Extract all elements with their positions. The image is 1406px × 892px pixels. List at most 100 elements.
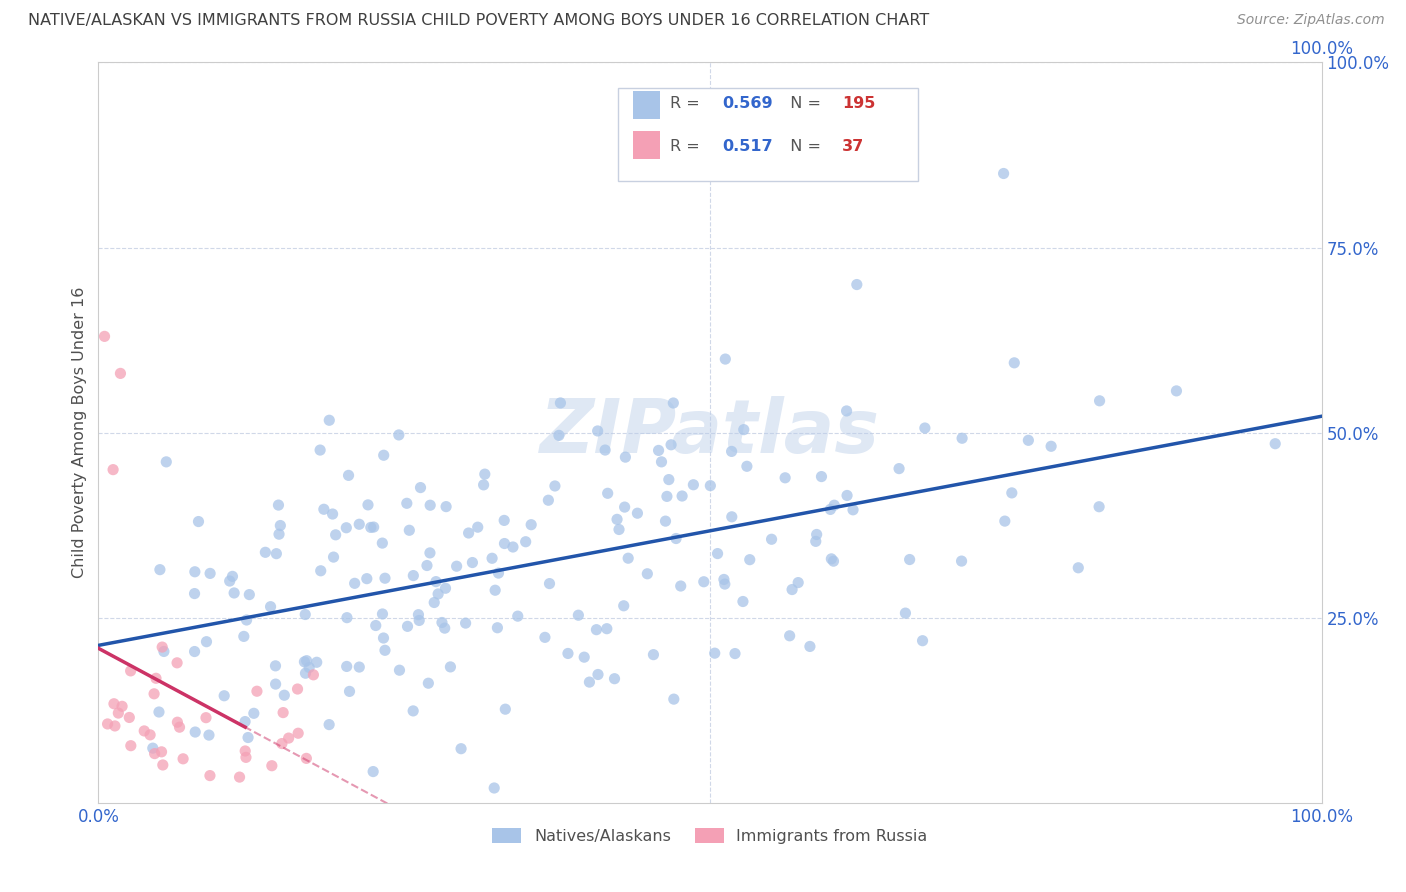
Point	[233, 744, 256, 758]
Point	[183, 644, 205, 658]
Point	[720, 444, 742, 458]
Point	[343, 576, 366, 591]
Point	[810, 469, 832, 483]
Point	[155, 455, 177, 469]
Point	[820, 552, 842, 566]
Point	[474, 467, 496, 482]
Point	[693, 574, 716, 589]
Point	[266, 547, 288, 561]
Point	[486, 621, 509, 635]
Point	[235, 750, 257, 764]
Point	[596, 486, 619, 500]
Point	[779, 629, 801, 643]
Point	[419, 546, 441, 560]
Point	[714, 352, 737, 367]
Point	[446, 559, 468, 574]
Point	[398, 523, 420, 537]
Point	[537, 493, 560, 508]
Point	[567, 608, 589, 623]
Point	[534, 631, 557, 645]
Point	[309, 443, 332, 458]
Bar	[633, 131, 659, 160]
Point	[120, 739, 142, 753]
Point	[950, 554, 973, 568]
Point	[270, 737, 294, 751]
Point	[416, 558, 439, 573]
Point	[322, 507, 344, 521]
Point	[264, 677, 287, 691]
Point	[662, 692, 685, 706]
Point	[198, 728, 221, 742]
Point	[1088, 500, 1111, 514]
Point	[153, 644, 176, 658]
Point	[101, 462, 124, 476]
Point	[264, 658, 287, 673]
Point	[761, 533, 783, 547]
Point	[626, 506, 648, 520]
Point	[149, 563, 172, 577]
Point	[212, 689, 235, 703]
Point	[373, 448, 395, 462]
Point	[198, 768, 221, 782]
Point	[603, 672, 626, 686]
Point	[187, 515, 209, 529]
Point	[312, 502, 335, 516]
Point	[538, 576, 561, 591]
Point	[586, 667, 609, 681]
Point	[277, 731, 299, 745]
Point	[617, 551, 640, 566]
Point	[93, 329, 115, 343]
Point	[318, 717, 340, 731]
Point	[287, 681, 309, 696]
Point	[585, 623, 607, 637]
Point	[574, 650, 596, 665]
Point	[787, 575, 810, 590]
Point	[665, 532, 688, 546]
Point	[494, 702, 516, 716]
Point	[993, 166, 1015, 180]
Point	[103, 697, 125, 711]
Point	[269, 518, 291, 533]
Point	[236, 731, 259, 745]
Point	[396, 619, 419, 633]
Text: R =: R =	[669, 138, 704, 153]
Text: 195: 195	[842, 95, 876, 111]
Text: 0.569: 0.569	[723, 95, 773, 111]
Point	[243, 706, 266, 721]
Point	[593, 443, 616, 458]
Point	[650, 455, 672, 469]
Point	[357, 498, 380, 512]
Point	[714, 577, 737, 591]
Point	[246, 684, 269, 698]
Point	[482, 780, 505, 795]
Point	[419, 498, 441, 512]
Text: NATIVE/ALASKAN VS IMMIGRANTS FROM RUSSIA CHILD POVERTY AMONG BOYS UNDER 16 CORRE: NATIVE/ALASKAN VS IMMIGRANTS FROM RUSSIA…	[28, 13, 929, 29]
Point	[169, 720, 191, 734]
Point	[295, 751, 318, 765]
Point	[104, 719, 127, 733]
Point	[267, 527, 290, 541]
Point	[402, 568, 425, 582]
Point	[557, 647, 579, 661]
Y-axis label: Child Poverty Among Boys Under 16: Child Poverty Among Boys Under 16	[72, 287, 87, 578]
Point	[298, 660, 321, 674]
Point	[148, 705, 170, 719]
Point	[233, 714, 256, 729]
Point	[1264, 436, 1286, 450]
Point	[143, 687, 166, 701]
Point	[494, 513, 516, 527]
Point	[950, 431, 973, 445]
Point	[349, 660, 371, 674]
Point	[738, 552, 761, 566]
Point	[659, 438, 682, 452]
Text: R =: R =	[669, 95, 704, 111]
Text: N =: N =	[780, 138, 825, 153]
Point	[713, 573, 735, 587]
Point	[658, 473, 681, 487]
Point	[1017, 434, 1039, 448]
Point	[111, 699, 134, 714]
Point	[356, 572, 378, 586]
Point	[271, 706, 294, 720]
Point	[835, 404, 858, 418]
Point	[349, 517, 371, 532]
